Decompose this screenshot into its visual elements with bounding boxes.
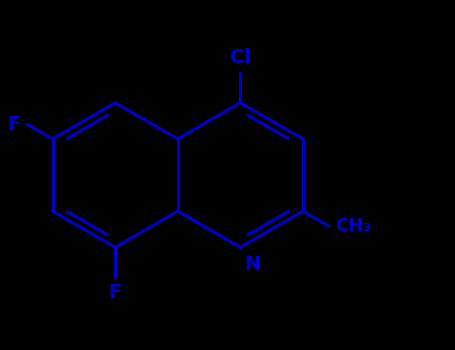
Text: Cl: Cl (230, 48, 251, 67)
Text: N: N (244, 255, 261, 274)
Text: CH₃: CH₃ (335, 217, 371, 235)
Text: F: F (108, 283, 122, 302)
Text: F: F (7, 115, 20, 134)
